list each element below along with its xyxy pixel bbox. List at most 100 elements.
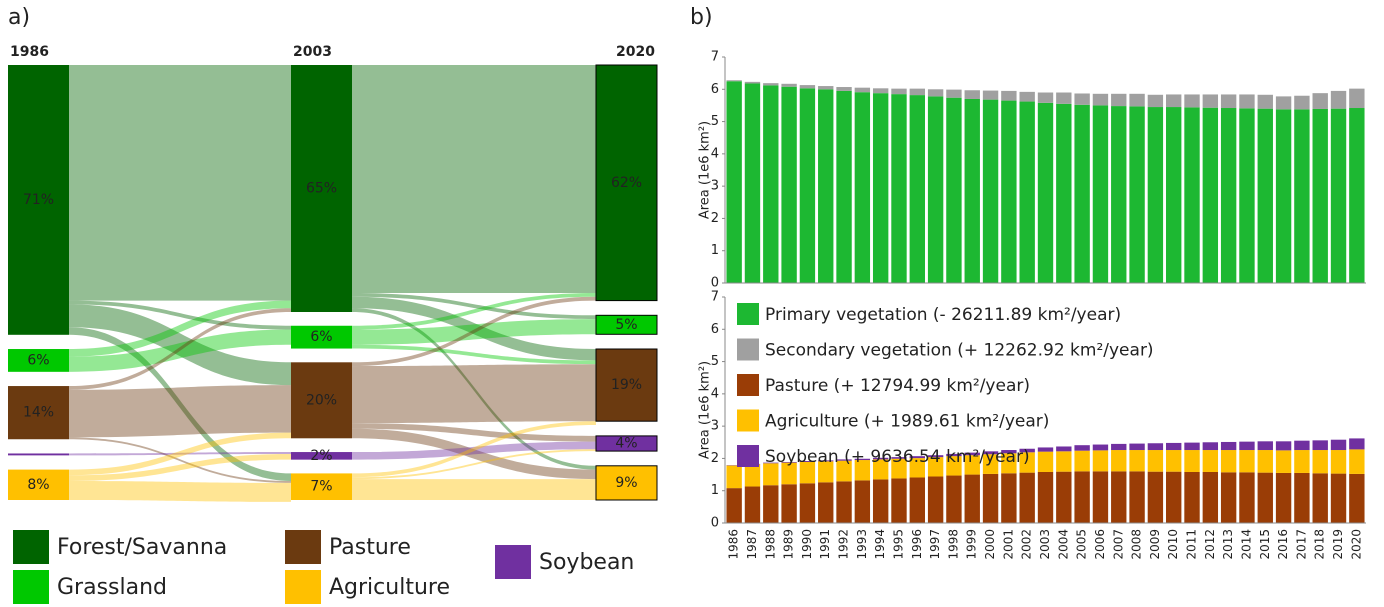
bar: [836, 90, 852, 284]
node-label: 19%: [611, 377, 642, 393]
flow: [352, 479, 596, 500]
bar: [726, 465, 742, 489]
bar: [946, 89, 962, 98]
bar: [1166, 471, 1182, 523]
bar: [1184, 107, 1200, 283]
bar: [872, 93, 889, 283]
y-tick-label: 6: [711, 322, 719, 337]
y-tick-label: 1: [711, 243, 719, 258]
y-tick-label: 3: [711, 179, 719, 194]
flow: [352, 428, 596, 480]
sankey-node: [595, 64, 658, 302]
sankey-node: [291, 325, 352, 349]
legend-label: Secondary vegetation (+ 12262.92 km²/yea…: [765, 341, 1154, 361]
legend-label: Soybean (+ 9636.54 km²/year): [765, 447, 1030, 467]
flow: [69, 300, 291, 357]
bar: [854, 458, 871, 461]
bar: [763, 485, 779, 523]
sankey-node: [291, 362, 352, 439]
bar: [964, 452, 980, 456]
y-tick-label: 4: [711, 146, 719, 161]
bar: [1166, 107, 1182, 284]
x-tick-label: 1994: [873, 529, 887, 560]
bar: [1001, 90, 1017, 101]
x-tick-label: 2003: [1038, 529, 1052, 560]
bar: [872, 459, 889, 480]
sankey-node: [595, 314, 658, 335]
bar: [909, 456, 925, 459]
bar: [1001, 473, 1017, 523]
legend-swatch: [285, 530, 321, 564]
x-tick-label: 2020: [1349, 529, 1363, 560]
bar: [1294, 95, 1310, 110]
bar: [1330, 473, 1347, 523]
bar: [1037, 447, 1054, 452]
x-tick-label: 1989: [782, 529, 796, 560]
bar: [763, 85, 779, 283]
bar: [891, 458, 907, 479]
x-tick-label: 2012: [1203, 529, 1217, 560]
x-tick-label: 2010: [1166, 529, 1180, 560]
bar: [836, 459, 852, 461]
node-label: 4%: [615, 436, 637, 452]
legend-label: Grassland: [57, 575, 167, 600]
bar: [1239, 441, 1255, 451]
flow: [352, 421, 596, 478]
y-tick-label: 7: [711, 50, 719, 65]
bar: [1220, 108, 1237, 283]
bar: [1312, 473, 1328, 523]
bar: [1312, 440, 1328, 451]
legend-label: Agriculture (+ 1989.61 km²/year): [765, 412, 1049, 432]
node-label: 8%: [27, 477, 49, 493]
legend-label: Pasture: [329, 535, 411, 560]
bar: [1257, 108, 1273, 284]
bar: [1074, 471, 1090, 523]
bar: [744, 486, 761, 523]
bar: [1239, 108, 1255, 283]
legend-label: Forest/Savanna: [57, 535, 227, 560]
bar: [1202, 471, 1219, 523]
bar: [1056, 92, 1072, 104]
bar: [1312, 108, 1328, 283]
legend-swatch: [737, 445, 759, 467]
bar: [1349, 473, 1365, 523]
bar: [1184, 450, 1200, 472]
bar: [854, 92, 871, 283]
bar: [1349, 438, 1365, 450]
y-axis-title: Area (1e6 km²): [698, 361, 713, 459]
bar: [854, 87, 871, 93]
bar: [818, 86, 834, 90]
bar: [927, 476, 944, 523]
y-tick-label: 0: [711, 516, 719, 531]
bar: [818, 482, 834, 523]
flow: [69, 452, 291, 456]
bar: [872, 479, 889, 523]
x-tick-label: 2011: [1185, 529, 1199, 560]
bar: [1111, 450, 1127, 472]
legend-label: Agriculture: [329, 575, 450, 600]
bar: [1220, 450, 1237, 473]
bar: [818, 461, 834, 483]
bar: [909, 95, 925, 284]
bar: [763, 83, 779, 86]
bar: [1001, 100, 1017, 283]
bar: [872, 88, 889, 94]
bar: [1312, 450, 1328, 474]
bar: [763, 463, 779, 486]
x-tick-label: 2002: [1020, 529, 1034, 560]
bar: [946, 97, 962, 284]
bar: [1056, 451, 1072, 472]
bar: [1056, 446, 1072, 452]
bar: [1147, 450, 1164, 472]
flow: [352, 293, 596, 330]
bar: [836, 481, 852, 523]
x-tick-label: 1997: [928, 529, 942, 560]
bar: [726, 488, 742, 523]
x-tick-label: 2004: [1056, 529, 1070, 560]
bar: [1092, 105, 1109, 283]
sankey-node: [595, 465, 658, 501]
bar: [964, 98, 980, 283]
bar: [1330, 108, 1347, 284]
bar: [927, 89, 944, 97]
